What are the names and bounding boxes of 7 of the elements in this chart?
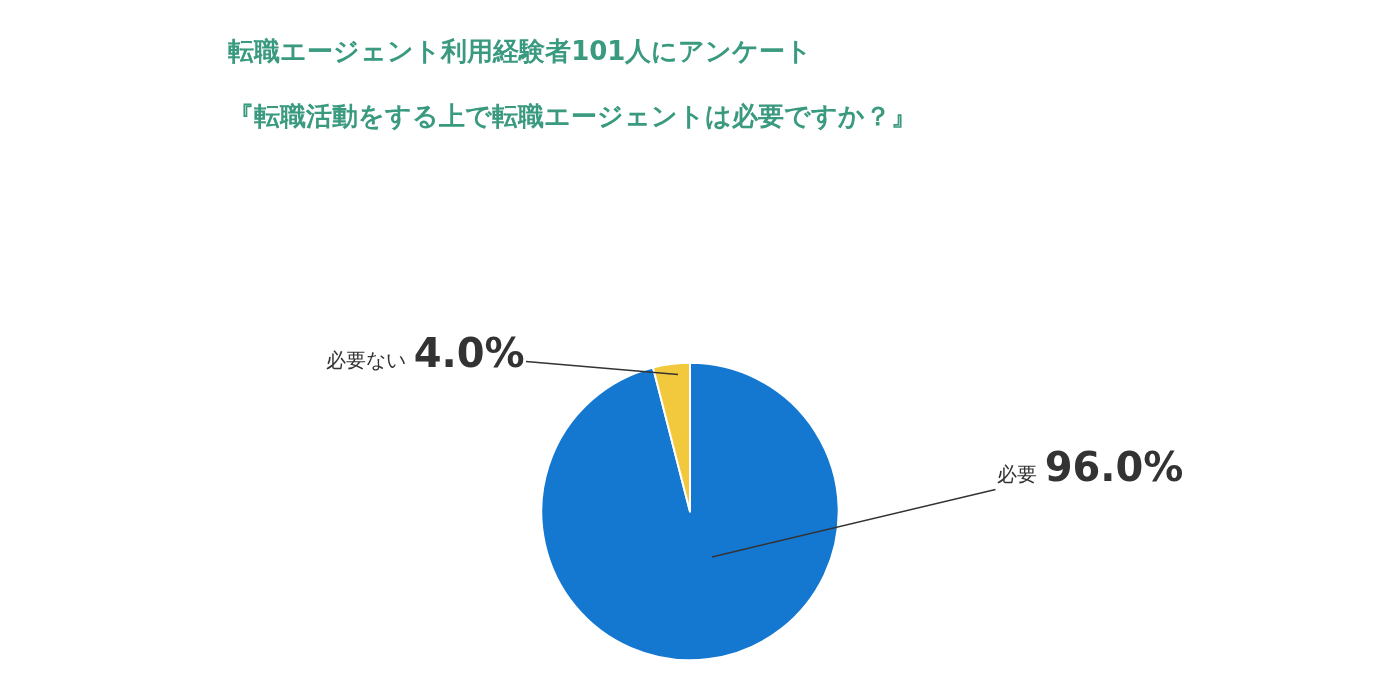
pie-slice	[540, 361, 840, 661]
chart-subtitle: 『転職活動をする上で転職エージェントは必要ですか？』	[228, 101, 918, 132]
slice-label: 必要	[997, 462, 1037, 486]
slice-label: 必要ない	[326, 348, 406, 372]
data-label: 96.0%	[1044, 444, 1184, 490]
data-label: 4.0%	[413, 330, 525, 376]
chart-title: 転職エージェント利用経験者101人にアンケート	[228, 35, 813, 66]
